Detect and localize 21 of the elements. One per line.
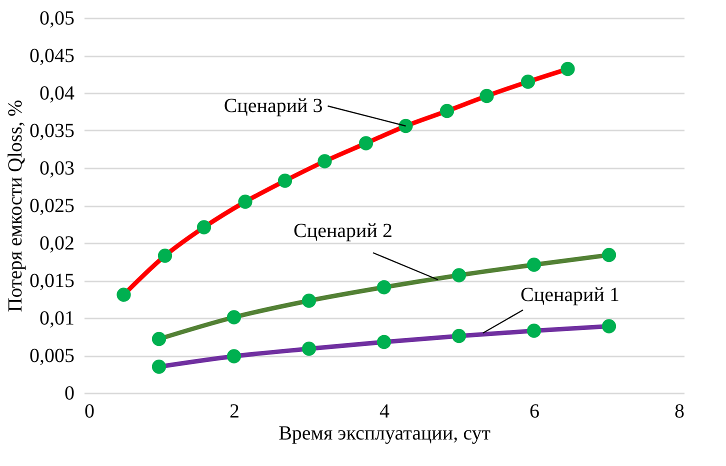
x-axis-title: Время эксплуатации, сут [278, 422, 491, 444]
y-tick-label: 0,05 [40, 8, 74, 30]
annotation: Сценарий 2 [294, 220, 392, 242]
x-tick-label: 2 [230, 400, 240, 422]
x-tick-label: 6 [530, 400, 540, 422]
x-tick-label: 0 [84, 400, 94, 422]
y-tick-label: 0,035 [30, 120, 74, 142]
y-tick-label: 0,005 [30, 345, 74, 367]
y-tick-label: 0,015 [30, 270, 74, 292]
x-tick-label: 4 [380, 400, 390, 422]
x-tick-label: 8 [674, 400, 684, 422]
y-tick-label: 0,01 [40, 308, 74, 330]
annotation: Сценарий 1 [520, 284, 620, 306]
y-tick-label: 0,04 [40, 82, 74, 104]
y-axis-title: Потеря емкости Qloss, % [4, 100, 26, 312]
y-tick-label: 0,02 [40, 232, 74, 254]
y-tick-label: 0,025 [30, 195, 74, 217]
annotation: Сценарий 3 [224, 95, 323, 117]
y-tick-label: 0 [64, 382, 74, 404]
y-tick-label: 0,03 [40, 158, 74, 180]
y-tick-label: 0,045 [30, 45, 74, 67]
